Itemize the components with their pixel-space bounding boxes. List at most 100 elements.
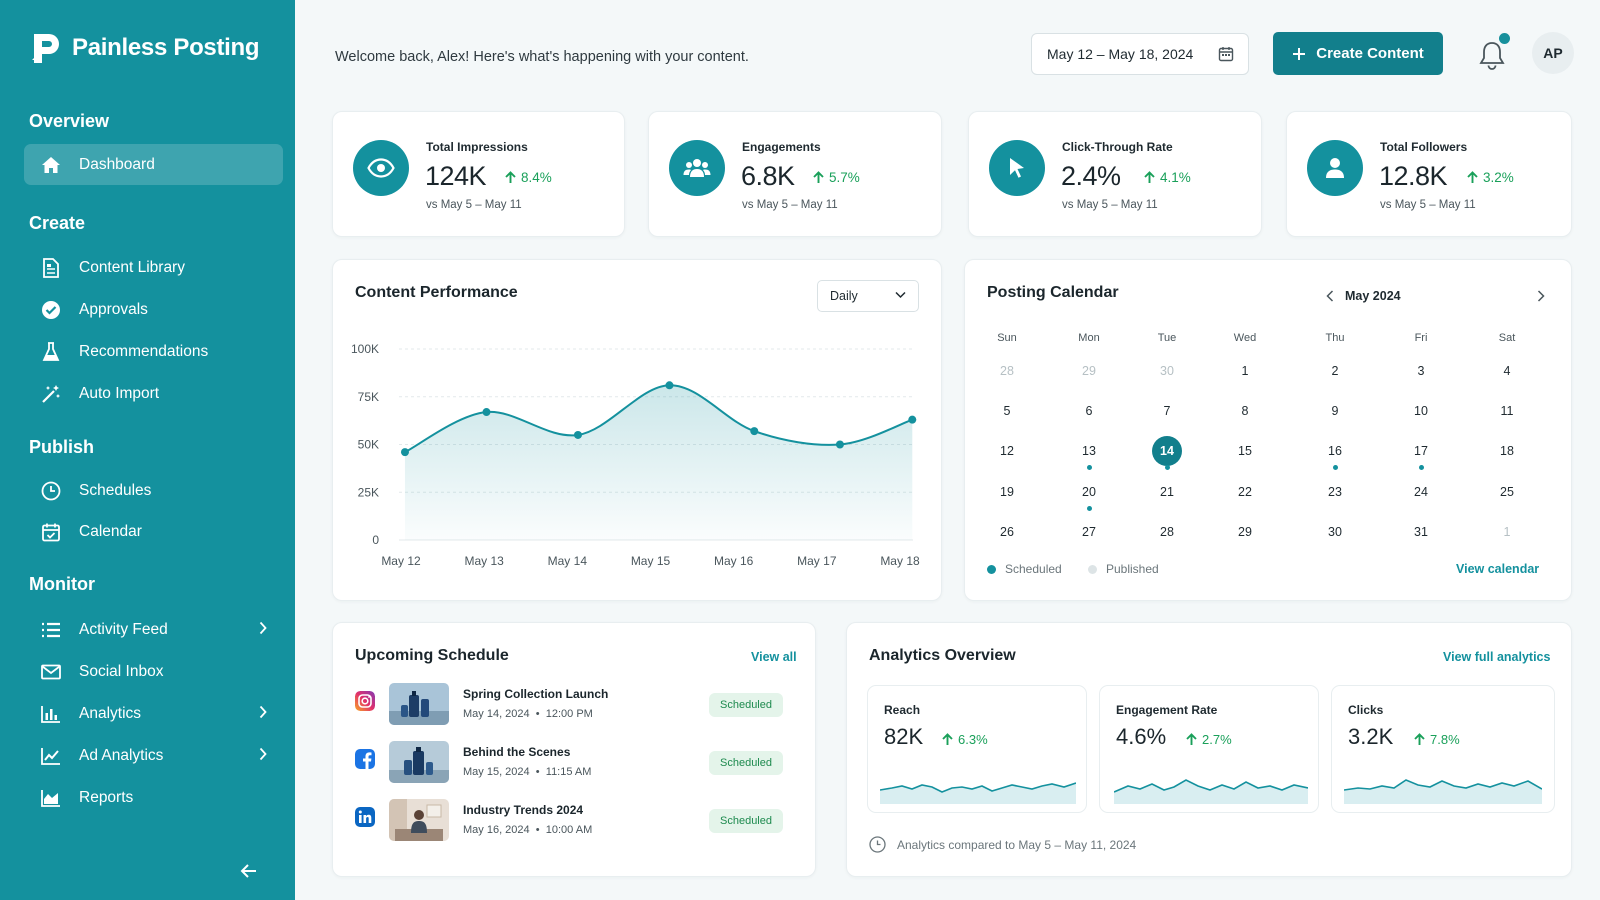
calendar-day[interactable]: 28 <box>1000 364 1014 378</box>
kpi-value: 2.4% <box>1061 161 1121 191</box>
calendar-day[interactable]: 23 <box>1328 485 1342 499</box>
analytics-card-reach[interactable]: Reach 82K 6.3% <box>867 685 1087 813</box>
user-icon <box>1307 140 1363 196</box>
sidebar-item-dashboard[interactable]: Dashboard <box>24 144 283 185</box>
sidebar-item-calendar[interactable]: Calendar <box>24 511 283 552</box>
sidebar-item-auto-import[interactable]: Auto Import <box>24 373 283 414</box>
brand-name: Painless Posting <box>72 34 260 61</box>
calendar-month: May 2024 <box>1345 289 1401 303</box>
granularity-select[interactable]: Daily <box>817 280 919 312</box>
sidebar-item-approvals[interactable]: Approvals <box>24 289 283 330</box>
schedule-item[interactable]: Spring Collection Launch May 14, 2024 • … <box>355 683 785 729</box>
post-thumbnail <box>389 741 449 783</box>
calendar-day[interactable]: 21 <box>1160 485 1174 499</box>
calendar-day[interactable]: 1 <box>1241 364 1249 378</box>
sidebar-item-activity-feed[interactable]: Activity Feed <box>24 609 283 650</box>
calendar-day[interactable]: 12 <box>1000 444 1014 458</box>
calendar-day[interactable]: 18 <box>1500 444 1514 458</box>
calendar-day[interactable]: 7 <box>1163 404 1171 418</box>
calendar-day[interactable]: 22 <box>1238 485 1252 499</box>
chevron-right-icon <box>259 747 267 761</box>
view-full-analytics-link[interactable]: View full analytics <box>1443 650 1551 664</box>
calendar-day[interactable]: 30 <box>1160 364 1174 378</box>
kpi-delta: 4.1% <box>1144 170 1191 185</box>
data-point <box>665 381 674 390</box>
calendar-day[interactable]: 5 <box>1003 404 1011 418</box>
calendar-day[interactable]: 30 <box>1328 525 1342 539</box>
sidebar-item-reports[interactable]: Reports <box>24 777 283 818</box>
avatar[interactable]: AP <box>1532 32 1574 74</box>
analytics-note: Analytics compared to May 5 – May 11, 20… <box>869 836 1136 853</box>
calendar-day[interactable]: 19 <box>1000 485 1014 499</box>
calendar-day[interactable]: 16 <box>1328 444 1342 458</box>
sidebar-item-label: Calendar <box>79 522 142 540</box>
calendar-day[interactable]: 8 <box>1241 404 1249 418</box>
legend-scheduled: Scheduled <box>987 562 1062 576</box>
sidebar-item-recommendations[interactable]: Recommendations <box>24 331 283 372</box>
welcome-message: Welcome back, Alex! Here's what's happen… <box>335 49 749 65</box>
day-of-week-label: Sun <box>997 332 1017 344</box>
calendar-day[interactable]: 11 <box>1500 404 1514 418</box>
calendar-day[interactable]: 26 <box>1000 525 1014 539</box>
analytics-card-engagement-rate[interactable]: Engagement Rate 4.6% 2.7% <box>1099 685 1319 813</box>
sidebar-item-ad-analytics[interactable]: Ad Analytics <box>24 735 283 776</box>
sidebar-item-social-inbox[interactable]: Social Inbox <box>24 651 283 692</box>
date-range-picker[interactable]: May 12 – May 18, 2024 <box>1031 33 1249 75</box>
calendar-day[interactable]: 1 <box>1503 525 1511 539</box>
date-range-value: May 12 – May 18, 2024 <box>1047 46 1194 62</box>
day-of-week-label: Thu <box>1325 332 1345 344</box>
bell-icon[interactable] <box>1478 40 1506 70</box>
home-icon <box>40 154 62 176</box>
calendar-day[interactable]: 13 <box>1082 444 1096 458</box>
reach-sparkline <box>880 782 1076 804</box>
analytics-card-clicks[interactable]: Clicks 3.2K 7.8% <box>1331 685 1555 813</box>
separator: • <box>535 708 540 720</box>
calendar-day[interactable]: 10 <box>1414 404 1428 418</box>
calendar-day[interactable]: 4 <box>1503 364 1511 378</box>
sidebar-item-analytics[interactable]: Analytics <box>24 693 283 734</box>
users-icon <box>669 140 725 196</box>
data-point <box>400 448 409 457</box>
day-of-week-label: Fri <box>1414 332 1428 344</box>
calendar-day[interactable]: 28 <box>1160 525 1174 539</box>
calendar-day-today[interactable]: 14 <box>1152 436 1182 466</box>
kpi-label: Engagements <box>742 140 821 154</box>
view-calendar-link[interactable]: View calendar <box>1456 562 1540 576</box>
calendar-day[interactable]: 17 <box>1414 444 1428 458</box>
linkedin-icon <box>355 807 375 827</box>
day-of-week-label: Mon <box>1078 332 1100 344</box>
calendar-day[interactable]: 15 <box>1238 444 1252 458</box>
calendar-day[interactable]: 31 <box>1414 525 1428 539</box>
calendar-day[interactable]: 29 <box>1082 364 1096 378</box>
sidebar-item-schedules[interactable]: Schedules <box>24 470 283 511</box>
legend-published: Published <box>1088 562 1159 576</box>
performance-chart: 0 25K 50K 75K 100K May 12 May 13 May 14 May 15 Ma… <box>351 342 920 568</box>
calendar-day[interactable]: 29 <box>1238 525 1252 539</box>
calendar-day[interactable]: 25 <box>1500 485 1514 499</box>
schedule-item[interactable]: Industry Trends 2024 May 16, 2024 • 10:0… <box>355 799 785 845</box>
kpi-card-ctr: Click-Through Rate 2.4% 4.1% vs May 5 – … <box>968 111 1262 237</box>
calendar-day[interactable]: 3 <box>1417 364 1425 378</box>
brand[interactable]: Painless Posting <box>30 30 260 66</box>
calendar-day[interactable]: 24 <box>1414 485 1428 499</box>
arrow-left-icon[interactable] <box>238 860 260 882</box>
data-point <box>750 427 759 436</box>
x-tick-label: May 14 <box>548 554 588 568</box>
view-all-link[interactable]: View all <box>751 650 797 664</box>
data-point <box>908 415 917 424</box>
chevron-left-icon[interactable] <box>1326 290 1334 302</box>
sidebar-item-content-library[interactable]: Content Library <box>24 247 283 288</box>
calendar-day[interactable]: 6 <box>1085 404 1093 418</box>
chevron-right-icon[interactable] <box>1537 290 1545 302</box>
calendar-day[interactable]: 9 <box>1331 404 1339 418</box>
metric-value: 3.2K <box>1348 724 1394 749</box>
metric-label: Engagement Rate <box>1116 703 1218 717</box>
schedule-meta: May 14, 2024 • 12:00 PM <box>463 708 593 720</box>
bar-chart-icon <box>40 703 62 725</box>
calendar-day[interactable]: 27 <box>1082 525 1096 539</box>
calendar-day[interactable]: 2 <box>1331 364 1339 378</box>
schedule-item[interactable]: Behind the Scenes May 15, 2024 • 11:15 A… <box>355 741 785 787</box>
create-content-button[interactable]: Create Content <box>1273 32 1443 75</box>
calendar-day[interactable]: 20 <box>1082 485 1096 499</box>
data-point <box>573 430 582 439</box>
